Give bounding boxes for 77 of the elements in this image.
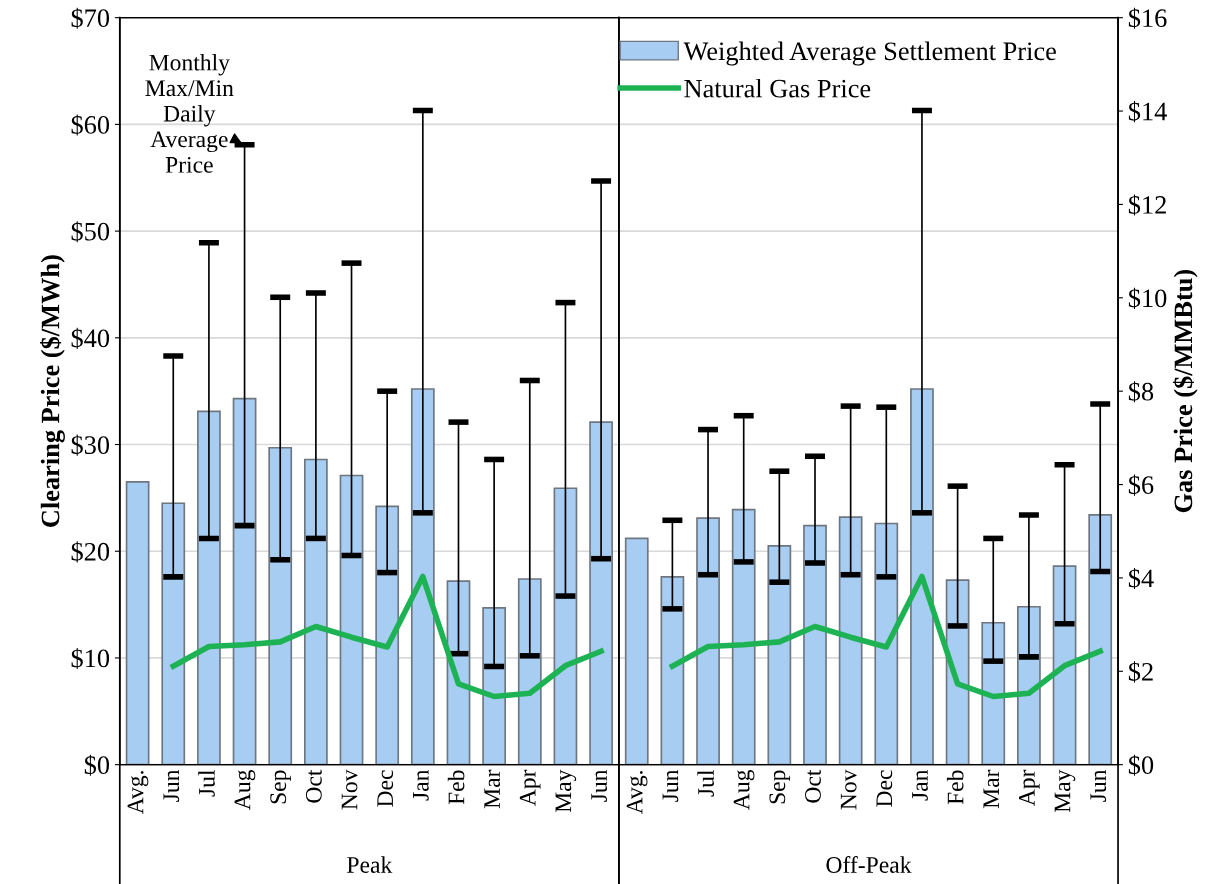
y2-tick-label: $4 — [1128, 567, 1154, 590]
bar — [125, 481, 150, 765]
bar — [874, 522, 899, 765]
x-tick-label: Apr — [519, 769, 541, 807]
y-tick-label: $50 — [71, 221, 110, 243]
bar — [589, 421, 613, 765]
legend-label: Natural Gas Price — [684, 78, 871, 98]
annotation: Monthly Max/Min Daily Average Price — [145, 53, 234, 173]
bar — [767, 545, 792, 765]
x-tick-label: Oct — [805, 769, 821, 803]
bar — [696, 517, 720, 765]
y-tick-label: $0 — [84, 754, 110, 776]
y2-tick-label: $10 — [1128, 287, 1167, 309]
bar — [517, 578, 542, 765]
bar — [660, 576, 685, 765]
y2-tick-label: $2 — [1128, 661, 1153, 683]
x-tick-label: Jul — [198, 769, 215, 797]
x-tick-label: May — [555, 769, 577, 813]
y2-tick-label: $8 — [1128, 381, 1154, 403]
x-tick-label: Dec — [876, 770, 893, 807]
x-tick-label: Aug — [733, 769, 755, 810]
text: Peak — [347, 856, 393, 873]
x-tick-label: Jun — [1090, 769, 1107, 802]
bar — [1088, 514, 1113, 765]
y-tick-label: $30 — [71, 434, 110, 456]
x-tick-label: Oct — [305, 769, 322, 803]
x-tick-label: Feb — [447, 770, 465, 805]
x-tick-label: Mar — [983, 769, 1000, 809]
bar — [553, 487, 578, 765]
y-tick-label: $40 — [71, 327, 110, 349]
y-axis-title: Clearing Price ($/MWh) — [40, 255, 65, 527]
bar — [1052, 565, 1077, 765]
y2-tick-label: $16 — [1128, 7, 1167, 29]
bar — [375, 505, 400, 765]
bar — [981, 621, 1006, 765]
legend-label: Weighted Average Settlement Price — [683, 41, 1056, 66]
x-tick-label: May — [1054, 769, 1076, 813]
x-tick-label: Nov — [341, 769, 358, 810]
x-tick-label: Jun — [163, 769, 180, 802]
bar — [268, 446, 293, 765]
x-tick-label: Dec — [377, 770, 394, 807]
x-tick-label: Avg. — [127, 771, 149, 815]
x-tick-label: Nov — [840, 769, 857, 810]
y2-axis-title: Gas Price ($/MMBtu) — [1172, 269, 1198, 513]
y2-tick-label: $6 — [1128, 474, 1154, 496]
x-tick-label: Apr — [1019, 769, 1040, 807]
y-tick-label: $70 — [71, 7, 110, 29]
bar — [1017, 605, 1041, 765]
bar — [410, 388, 435, 765]
y-tick-label: $60 — [71, 114, 110, 136]
x-tick-label: Aug — [234, 769, 256, 810]
x-tick-label: Jul — [697, 769, 714, 797]
x-tick-label: Jun — [591, 769, 607, 802]
x-tick-label: Jan — [413, 769, 429, 801]
x-tick-label: Jun — [662, 769, 679, 802]
y2-tick-label: $0 — [1128, 754, 1154, 776]
bar — [910, 388, 934, 765]
y2-tick-label: $14 — [1128, 101, 1167, 123]
y-tick-label: $10 — [71, 648, 110, 670]
y-tick-label: $20 — [71, 541, 110, 563]
bar — [303, 458, 328, 765]
bar — [803, 524, 827, 765]
bar — [838, 516, 863, 765]
x-tick-label: Sep — [270, 770, 291, 804]
x-tick-label: Feb — [946, 770, 964, 805]
bar — [197, 410, 221, 765]
bar — [624, 537, 649, 765]
x-tick-label: Avg. — [626, 771, 648, 815]
text: Off-Peak — [826, 856, 912, 873]
bar — [232, 397, 257, 765]
x-tick-label: Mar — [484, 769, 501, 809]
x-tick-label: Jan — [912, 769, 928, 801]
x-tick-label: Sep — [769, 770, 791, 804]
bar — [161, 502, 186, 765]
bar — [731, 508, 756, 765]
bar — [339, 474, 364, 765]
y2-tick-label: $12 — [1128, 194, 1166, 216]
